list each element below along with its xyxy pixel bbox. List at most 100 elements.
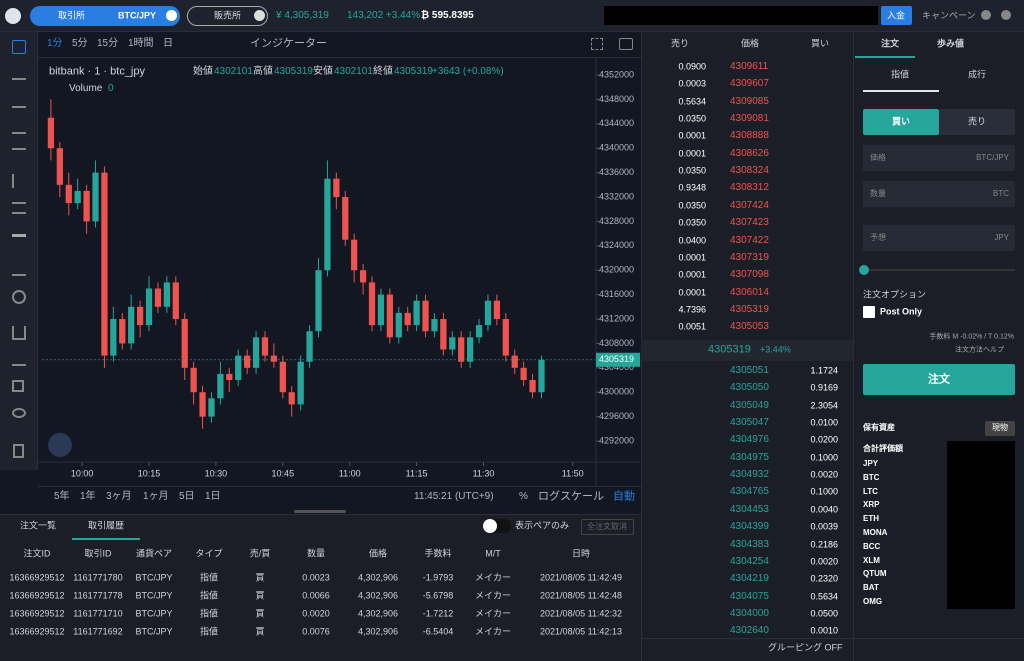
candle-body [359,270,367,283]
input-field[interactable] [863,145,1015,171]
log-button[interactable]: ログスケール [538,490,604,503]
pair[interactable]: BTC/JPY [118,10,157,21]
deposit-button[interactable] [881,6,912,25]
exchange-tab[interactable]: 取引所 [58,10,86,21]
ask-price: 4305319 [730,303,769,315]
user-icon[interactable] [981,10,991,20]
submit-label[interactable]: 注文 [928,373,950,386]
tool-icon[interactable] [12,202,26,214]
interval[interactable]: 日 [163,38,173,49]
camera-icon[interactable] [619,38,633,50]
logo[interactable] [5,8,21,24]
order-type[interactable]: 指値 [890,69,910,80]
buy-button[interactable] [863,109,939,135]
otc-tab[interactable]: 販売所 [214,10,242,21]
bid-price: 4305051 [730,365,769,376]
cancel-all-label[interactable]: 全注文取消 [587,522,627,531]
column-header: 価格 [740,38,760,49]
field-label: 数量 [870,189,886,198]
input-field[interactable] [863,181,1015,207]
kind-badge [985,421,1015,436]
tool-icon[interactable] [12,68,26,80]
submit-button[interactable] [863,364,1015,395]
x-tick-label: 10:15 [138,468,161,478]
range-button[interactable]: 1ヶ月 [143,491,169,502]
otc-pill[interactable] [187,6,268,26]
candle-body [110,319,117,356]
grouping-toggle[interactable]: グルーピング OFF [768,642,843,653]
sell-button[interactable] [939,109,1015,135]
bid-price: 4304075 [730,590,769,602]
slider-track[interactable] [863,269,1015,271]
interval[interactable]: 15分 [97,38,119,49]
side-label[interactable]: 売り [967,116,987,127]
deposit-label[interactable]: 入金 [886,10,906,21]
candle-body [395,312,402,338]
tool-icon[interactable] [12,354,26,366]
range-button[interactable]: 5年 [54,491,70,502]
panel-tab[interactable]: 歩み値 [937,38,965,49]
candle-body [324,178,331,271]
side-label[interactable]: 買い [891,116,911,127]
tool-icon[interactable] [12,380,24,392]
coin: QTUM [863,569,887,579]
x-tick-label: 10:30 [205,468,228,478]
percent-button[interactable]: % [519,491,528,502]
cancel-all-button[interactable] [581,519,634,535]
tool-icon[interactable] [12,174,26,188]
input-field[interactable] [863,225,1015,251]
coin: ETH [863,514,879,524]
exchange-pill[interactable] [30,6,180,26]
coin: JPY [863,459,879,468]
help-link[interactable]: 注文方法ヘルプ [955,346,1004,354]
field-unit: BTC [993,189,1009,198]
cell: 買 [255,590,265,601]
slider-knob[interactable] [859,265,869,275]
auto-button[interactable]: 自動 [613,490,635,503]
fullscreen-icon[interactable] [591,38,603,50]
resize-handle[interactable] [294,510,346,513]
help-icon[interactable] [1001,10,1011,20]
interval[interactable]: 1時間 [128,38,154,49]
indicator-button[interactable]: インジケーター [250,37,327,50]
candle-body [252,337,260,368]
tool-icon[interactable] [12,40,26,54]
tool-icon[interactable] [12,234,26,237]
cell: 4,302,906 [357,572,399,583]
logo-badge [48,433,72,457]
ask-amount: 0.0001 [678,148,706,159]
y-tick-label: 4352000 [599,69,634,79]
tool-icon[interactable] [12,326,26,340]
candle-body [493,300,501,320]
dropdown-icon [166,10,177,21]
tool-icon[interactable] [12,262,26,276]
bid-amount: 0.5634 [810,591,838,602]
tool-icon[interactable] [12,148,26,162]
bid-amount: 0.2186 [810,539,838,549]
field-label: 価格 [870,153,886,162]
cell: 買 [255,572,265,583]
range-button[interactable]: 3ヶ月 [106,491,132,502]
history-tab[interactable]: 取引履歴 [88,520,125,531]
tool-icon[interactable] [12,96,26,108]
tool-icon[interactable] [13,444,24,458]
candle-body [199,392,206,417]
checkbox[interactable] [863,306,875,318]
tool-icon[interactable] [12,408,26,418]
interval[interactable]: 5分 [72,38,88,49]
mid-row [641,340,853,361]
interval[interactable]: 1分 [47,38,63,49]
range-button[interactable]: 5日 [179,491,195,502]
history-tab[interactable]: 注文一覧 [20,520,57,531]
panel-tab[interactable]: 注文 [881,38,900,49]
order-type[interactable]: 成行 [967,69,987,80]
coin: BTC [863,472,880,482]
cell: 買 [255,608,265,619]
tool-icon[interactable] [12,290,26,304]
candle-body [431,319,438,332]
range-button[interactable]: 1年 [80,491,96,502]
candle-body [502,319,509,356]
campaign-link[interactable]: キャンペーン [922,10,976,21]
range-button[interactable]: 1日 [205,491,221,502]
tool-icon[interactable] [12,122,26,134]
